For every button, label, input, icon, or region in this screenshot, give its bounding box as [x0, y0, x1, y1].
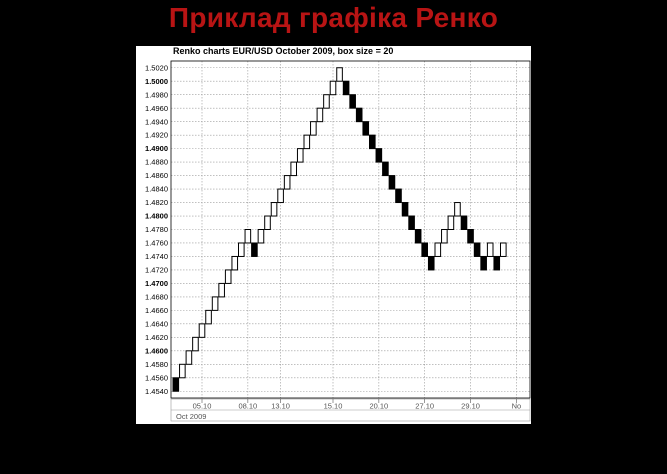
renko-brick-down	[414, 229, 422, 244]
renko-brick-down	[395, 188, 402, 204]
y-tick-label: 1.4900	[145, 144, 168, 153]
renko-brick-up	[185, 350, 193, 365]
y-tick-label: 1.4940	[145, 117, 168, 126]
renko-brick-down	[362, 121, 370, 136]
renko-brick-down	[460, 215, 468, 231]
renko-brick-up	[447, 215, 455, 231]
y-tick-label: 1.4580	[145, 360, 168, 369]
y-tick-label: 1.4760	[145, 239, 168, 248]
x-tick-label: 29.10	[461, 402, 480, 411]
renko-brick-down	[480, 255, 487, 271]
renko-brick-up	[257, 229, 265, 244]
y-tick-label: 1.4640	[145, 319, 168, 328]
renko-brick-up	[192, 336, 199, 352]
y-tick-label: 1.4820	[145, 198, 168, 207]
renko-brick-down	[408, 215, 415, 231]
x-tick-label: 05.10	[193, 402, 212, 411]
x-tick-label: No	[512, 402, 522, 411]
y-tick-label: 1.4920	[145, 131, 168, 140]
renko-brick-up	[270, 202, 278, 217]
renko-brick-up	[198, 323, 206, 338]
y-tick-label: 1.4800	[145, 212, 168, 221]
renko-brick-down	[355, 107, 363, 123]
renko-brick-up	[316, 107, 324, 123]
x-tick-label: 15.10	[324, 402, 343, 411]
y-tick-label: 1.4700	[145, 279, 168, 288]
renko-brick-down	[473, 242, 481, 257]
y-tick-label: 1.4540	[145, 387, 168, 396]
renko-brick-down	[401, 202, 409, 217]
renko-brick-up	[244, 229, 252, 244]
renko-brick-down	[382, 161, 389, 177]
renko-brick-up	[283, 175, 291, 190]
y-tick-label: 1.4980	[145, 90, 168, 99]
y-tick-label: 1.4780	[145, 225, 168, 234]
renko-brick-down	[421, 242, 428, 257]
y-tick-label: 1.4740	[145, 252, 168, 261]
renko-brick-up	[434, 242, 442, 257]
renko-brick-up	[310, 121, 317, 136]
renko-brick-up	[277, 188, 284, 204]
renko-brick-down	[427, 255, 435, 271]
y-tick-label: 1.4600	[145, 346, 168, 355]
renko-brick-down	[375, 148, 383, 163]
chart-title: Renko charts EUR/USD October 2009, box s…	[173, 46, 394, 56]
slide-title: Приклад графіка Ренко	[168, 2, 499, 33]
y-tick-label: 1.4840	[145, 185, 168, 194]
renko-brick-down	[467, 229, 474, 244]
renko-brick-up	[486, 242, 494, 257]
x-tick-label: 20.10	[369, 402, 388, 411]
x-tick-label: 27.10	[415, 402, 434, 411]
renko-brick-down	[388, 175, 396, 190]
renko-brick-down	[251, 242, 258, 257]
renko-brick-down	[349, 94, 356, 109]
renko-brick-up	[218, 282, 225, 298]
renko-brick-up	[179, 363, 186, 379]
renko-brick-up	[224, 269, 232, 284]
renko-brick-down	[172, 377, 180, 392]
renko-brick-up	[238, 242, 245, 257]
y-tick-label: 1.4860	[145, 171, 168, 180]
renko-brick-up	[329, 80, 337, 96]
y-tick-label: 1.4560	[145, 373, 168, 382]
renko-brick-up	[303, 134, 311, 150]
renko-brick-up	[231, 255, 239, 271]
renko-brick-up	[296, 148, 304, 163]
plot-border	[170, 60, 531, 399]
renko-brick-up	[264, 215, 271, 231]
renko-brick-down	[342, 80, 350, 96]
y-tick-label: 1.4620	[145, 333, 168, 342]
renko-brick-up	[454, 202, 461, 217]
y-tick-label: 1.4960	[145, 104, 168, 113]
y-tick-label: 1.5020	[145, 63, 168, 72]
x-tick-label: 13.10	[271, 402, 290, 411]
y-tick-label: 1.5000	[145, 77, 168, 86]
renko-brick-up	[441, 229, 448, 244]
y-tick-label: 1.4880	[145, 158, 168, 167]
renko-brick-up	[336, 67, 343, 82]
y-tick-label: 1.4660	[145, 306, 168, 315]
renko-brick-up	[500, 242, 507, 257]
y-tick-label: 1.4720	[145, 266, 168, 275]
renko-brick-up	[323, 94, 330, 109]
y-tick-label: 1.4680	[145, 293, 168, 302]
x-period-label: Oct 2009	[176, 412, 206, 421]
renko-brick-up	[290, 161, 297, 177]
renko-brick-up	[211, 296, 219, 311]
x-tick-label: 08.10	[238, 402, 257, 411]
renko-brick-up	[205, 309, 212, 325]
renko-brick-down	[493, 255, 501, 271]
renko-brick-down	[369, 134, 376, 150]
